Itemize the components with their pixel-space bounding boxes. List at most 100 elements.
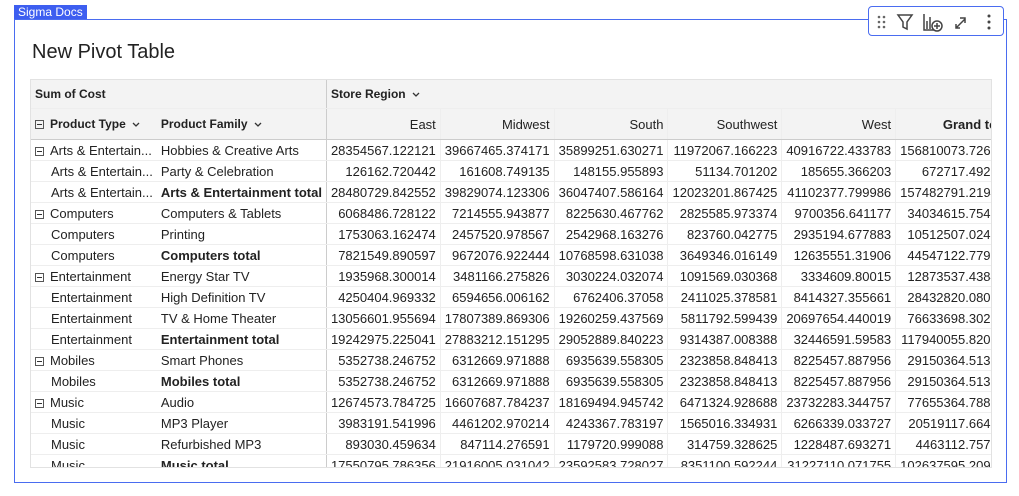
column-header: Midwest [439,108,555,140]
value-cell: 4461202.970214 [439,412,555,434]
value-cell: 2825585.973374 [667,202,782,224]
value-cell: 1179720.999088 [553,433,668,455]
filter-icon[interactable] [896,14,914,31]
value-cell: 4250404.969332 [325,286,441,308]
value-cell: 35899251.630271 [553,139,668,161]
value-cell: 17807389.869306 [439,307,555,329]
value-cell: 3983191.541996 [325,412,441,434]
value-cell: 29150364.513314 [895,349,991,371]
data-row: Music MP3 Player 3983191.541996 4461202.970… [31,412,991,434]
value-cell: 2411025.378581 [667,286,782,308]
product-type-cell: Music [31,454,157,468]
product-type: Music [50,394,84,410]
product-type-cell: Mobiles [31,349,157,371]
column-header: South [553,108,668,140]
collapse-icon[interactable] [35,356,44,366]
row-field[interactable]: Product Family [156,108,327,140]
value-cell: 314759.328625 [667,433,782,455]
value-cell: 7214555.943877 [439,202,555,224]
product-type-cell: Computers [31,244,157,266]
data-row: Mobiles Mobiles total 5352738.246752 631266… [31,370,991,392]
product-type: Music [51,457,85,468]
value-cell: 5352738.246752 [325,349,441,371]
product-type: Entertainment [50,268,131,284]
data-row: Computers Printing 1753063.162474 2457520.9… [31,223,991,245]
value-cell: 2935194.677883 [781,223,896,245]
product-family: Refurbished MP3 [156,433,327,455]
value-cell: 28354567.122121 [325,139,441,161]
data-row: Music Audio 12674573.784725 16607687.784237… [31,391,991,413]
product-type: Arts & Entertain... [50,142,152,158]
expand-icon[interactable] [955,17,966,29]
product-family: Music total [156,454,327,467]
product-family: Arts & Entertainment total [156,181,327,203]
column-field-label: Store Region [330,87,406,101]
value-cell: 161608.749135 [439,160,555,182]
product-type-cell: Arts & Entertain... [31,181,157,203]
collapse-icon[interactable] [35,272,44,282]
more-menu[interactable] [987,14,991,30]
product-family: Hobbies & Creative Arts [156,139,327,161]
value-cell: 12674573.784725 [325,391,441,413]
value-cell: 7821549.890597 [325,244,441,266]
value-cell: 27883212.151295 [439,328,555,350]
product-type-cell: Arts & Entertain... [31,139,157,161]
value-cell: 8351100.592244 [667,454,782,467]
value-cell: 2323858.848413 [667,370,782,392]
data-row: Entertainment High Definition TV 4250404.9… [31,286,991,308]
product-type: Entertainment [51,289,132,305]
value-cell: 2323858.848413 [667,349,782,371]
product-type: Music [51,436,85,452]
data-row: Computers Computers total 7821549.890597 96… [31,244,991,266]
value-cell: 3030224.032074 [553,265,668,287]
doc-badge[interactable]: Sigma Docs [14,5,87,19]
value-cell: 8414327.355661 [781,286,896,308]
table-body: Arts & Entertain... Hobbies & Creative Ar… [31,139,991,468]
row-field-label: Product Family [160,117,248,131]
chart-add-icon[interactable] [923,14,943,32]
value-cell: 16607687.784237 [439,391,555,413]
value-cell: 1753063.162474 [325,223,441,245]
column-field[interactable]: Store Region [326,80,991,109]
value-cell: 3334609.80015 [781,265,896,287]
collapse-icon[interactable] [35,209,44,219]
value-cell: 29052889.840223 [553,328,668,350]
value-cell: 31227110.071755 [781,454,896,467]
element-frame [14,19,1007,483]
value-cell: 2542968.163276 [553,223,668,245]
toolbar-icons [877,14,991,32]
value-cell: 6935639.558305 [553,349,668,371]
product-family: Audio [156,391,327,413]
value-cell: 2457520.978567 [439,223,555,245]
product-type: Music [51,415,85,431]
value-cell: 126162.720442 [325,160,441,182]
data-row: Arts & Entertain... Arts & Entertainment … [31,181,991,203]
value-cell: 21916005.031042 [439,454,555,467]
collapse-icon[interactable] [35,120,44,130]
product-family: TV & Home Theater [156,307,327,329]
product-type-cell: Entertainment [31,286,157,308]
product-family: Mobiles total [156,370,327,392]
product-type: Arts & Entertain... [51,163,153,179]
product-type: Arts & Entertain... [51,184,153,200]
data-row: Music Refurbished MP3 893030.459634 847114.… [31,433,991,455]
value-cell: 10512507.024975 [895,223,991,245]
data-row: Entertainment Entertainment total 19242975… [31,328,991,350]
value-cell: 156810073.726558 [895,139,991,161]
row-field[interactable]: Product Type [31,108,157,140]
collapse-icon[interactable] [35,398,44,408]
drag-handle[interactable] [877,15,886,29]
value-cell: 23592583.728027 [553,454,668,467]
collapse-icon[interactable] [35,146,44,156]
column-header: East [325,108,441,140]
chevron [254,122,262,127]
product-type: Entertainment [51,331,132,347]
row-field-label: Product Type [50,117,126,131]
product-family: Computers total [156,244,327,266]
value-cell: 6594656.006162 [439,286,555,308]
toolbar [868,6,1004,36]
value-cell: 5352738.246752 [325,370,441,392]
product-type-cell: Entertainment [31,307,157,329]
value-cell: 9672076.922444 [439,244,555,266]
